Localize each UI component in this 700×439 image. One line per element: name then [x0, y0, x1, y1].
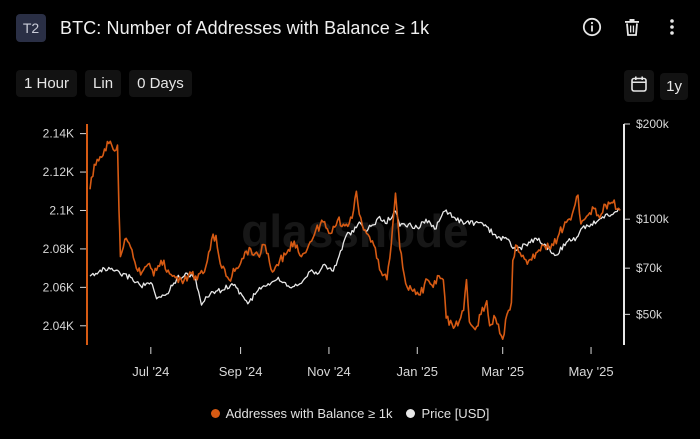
- x-tick-label: Jan '25: [397, 364, 439, 379]
- x-tick-label: Nov '24: [307, 364, 351, 379]
- right-tick-label: $50k: [636, 307, 663, 321]
- more-vertical-icon[interactable]: [660, 15, 684, 39]
- chart-legend: Addresses with Balance ≥ 1k Price [USD]: [0, 406, 700, 421]
- legend-item-price[interactable]: Price [USD]: [406, 406, 489, 421]
- legend-item-addresses[interactable]: Addresses with Balance ≥ 1k: [210, 406, 393, 421]
- legend-dot-price: [406, 409, 416, 418]
- info-icon[interactable]: [580, 15, 604, 39]
- chart-area: glassnode 2.04K2.06K2.08K2.1K2.12K2.14K …: [43, 117, 670, 379]
- x-tick-label: Mar '25: [481, 364, 524, 379]
- range-button[interactable]: 1y: [660, 72, 688, 100]
- left-tick-label: 2.1K: [49, 203, 74, 217]
- right-tick-label: $70k: [636, 261, 663, 275]
- sma-button[interactable]: 0 Days: [129, 70, 192, 97]
- right-axis: $50k $70k $100k $200k: [624, 117, 670, 321]
- left-tick-label: 2.08K: [43, 242, 74, 256]
- right-tick-label: $100k: [636, 212, 670, 226]
- legend-dot-addresses: [210, 409, 220, 418]
- left-tick-label: 2.06K: [43, 280, 74, 294]
- range-selector: 1y: [624, 70, 688, 102]
- x-tick-label: Jul '24: [132, 364, 169, 379]
- resolution-button[interactable]: 1 Hour: [16, 70, 78, 97]
- x-tick-label: May '25: [568, 364, 613, 379]
- chart-toolbar: 1 Hour Lin 0 Days: [16, 70, 192, 97]
- scale-button[interactable]: Lin: [85, 70, 122, 97]
- legend-label-price: Price [USD]: [421, 406, 490, 421]
- left-tick-label: 2.04K: [43, 319, 74, 333]
- watermark: glassnode: [241, 205, 469, 257]
- trash-icon[interactable]: [620, 15, 644, 39]
- page-title: BTC: Number of Addresses with Balance ≥ …: [60, 17, 430, 38]
- right-tick-label: $200k: [636, 117, 670, 131]
- header-actions: [580, 15, 684, 39]
- price-series-line: [89, 207, 621, 306]
- tier-badge: T2: [16, 14, 46, 42]
- addresses-series-line: [89, 140, 621, 340]
- x-tick-label: Sep '24: [219, 364, 263, 379]
- left-tick-label: 2.14K: [43, 127, 74, 141]
- chart-header: T2 BTC: Number of Addresses with Balance…: [16, 13, 429, 43]
- legend-label-addresses: Addresses with Balance ≥ 1k: [225, 406, 393, 421]
- x-axis: Jul '24 Sep '24 Nov '24 Jan '25 Mar '25 May '…: [132, 347, 614, 379]
- left-axis: 2.04K 2.06K 2.08K 2.1K 2.12K 2.14K: [43, 127, 87, 333]
- calendar-icon[interactable]: [624, 70, 655, 102]
- left-tick-label: 2.12K: [43, 165, 74, 179]
